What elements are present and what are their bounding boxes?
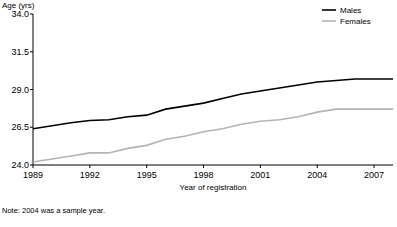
x-tick [203, 165, 204, 168]
chart: 24.0 26.5 29.0 31.5 34.0 1989 1992 1995 1998 2001… [0, 0, 397, 227]
y-tick-label: 26.5 [11, 122, 29, 132]
note: Note: 2004 was a sample year. [2, 206, 105, 215]
y-tick [30, 127, 33, 128]
x-tick [374, 165, 375, 168]
series-line [33, 79, 393, 129]
x-tick [146, 165, 147, 168]
x-tick-label: 1992 [80, 170, 100, 180]
series-line [33, 109, 393, 162]
x-tick-label: 1998 [194, 170, 214, 180]
y-tick-label: 24.0 [11, 160, 29, 170]
y-tick-label: 29.0 [11, 85, 29, 95]
x-tick-label: 2004 [307, 170, 327, 180]
x-axis-label: Year of registration [180, 183, 247, 192]
x-tick-label: 1995 [137, 170, 157, 180]
plot-area [33, 79, 393, 162]
y-tick [30, 51, 33, 52]
x-tick-label: 2001 [250, 170, 270, 180]
y-tick [30, 89, 33, 90]
x-axis [33, 165, 393, 166]
legend-key [322, 9, 336, 11]
legend-label: Males [340, 6, 361, 15]
y-tick [30, 14, 33, 15]
x-tick-label: 1989 [23, 170, 43, 180]
legend-key [322, 20, 336, 22]
x-tick [260, 165, 261, 168]
legend-label: Females [340, 17, 371, 26]
y-axis-label: Age (yrs) [2, 1, 35, 10]
x-tick-label: 2007 [364, 170, 384, 180]
x-tick [33, 165, 34, 168]
x-tick [317, 165, 318, 168]
y-tick-label: 34.0 [11, 9, 29, 19]
x-tick [89, 165, 90, 168]
y-tick-label: 31.5 [11, 47, 29, 57]
